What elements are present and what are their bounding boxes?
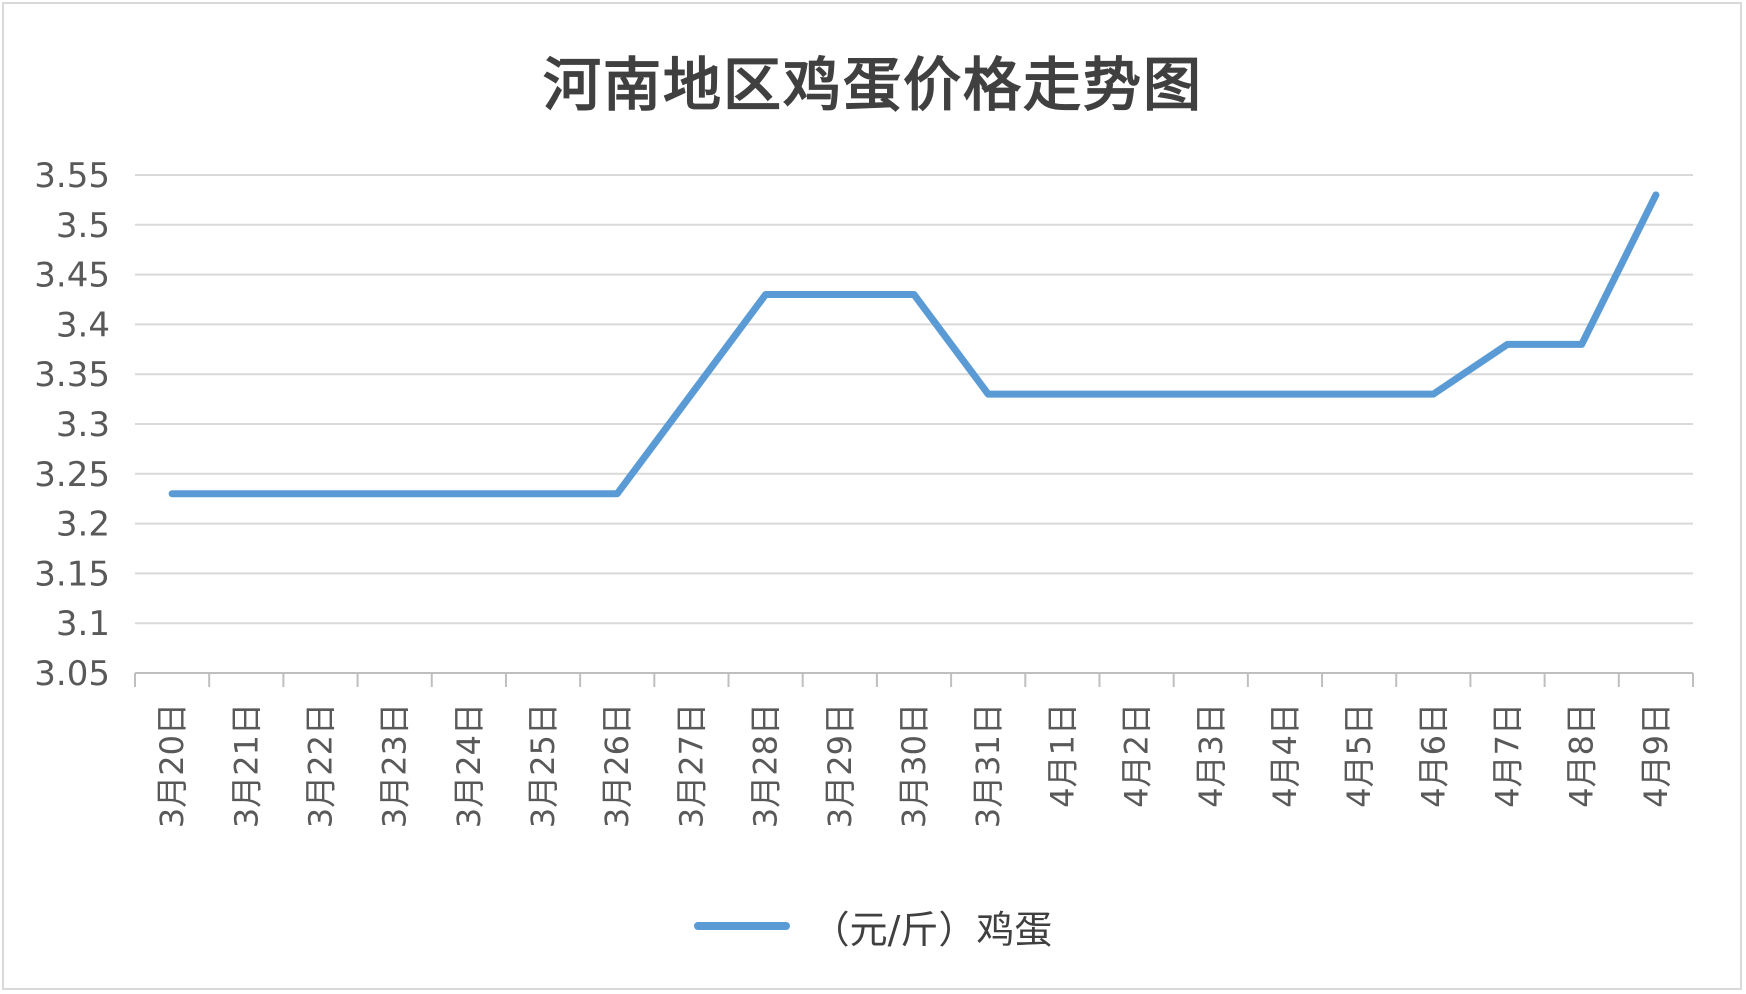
x-tick-label: 3月26日 [598, 703, 636, 828]
y-tick-label: 3.05 [34, 654, 110, 694]
gridlines [135, 174, 1693, 625]
legend-swatch [693, 922, 790, 930]
series-group [168, 191, 1660, 498]
y-tick-label: 3.45 [34, 256, 110, 296]
x-tick-label: 4月7日 [1489, 703, 1527, 808]
x-tick-label: 3月25日 [524, 703, 562, 828]
x-axis: 3月20日 3月21日 3月22日 3月23日 3月24日 3月25日 3月26日 3月27日… [134, 672, 1694, 828]
y-tick-label: 3.3 [56, 405, 110, 445]
y-tick-label: 3.15 [34, 554, 110, 594]
y-tick-label: 3.5 [56, 206, 110, 246]
y-tick-label: 3.2 [56, 505, 110, 545]
x-tick-label: 4月6日 [1414, 703, 1452, 808]
y-axis: 3.55 3.5 3.45 3.4 3.35 3.3 3.25 3.2 3.15 3.1 3.05 [34, 156, 110, 694]
x-tick-label: 3月22日 [301, 703, 339, 828]
x-tick-label: 4月4日 [1266, 703, 1304, 808]
x-tick-label: 3月24日 [450, 703, 488, 828]
x-tick-label: 3月30日 [895, 703, 933, 828]
x-tick-label: 3月27日 [672, 703, 710, 828]
y-tick-label: 3.25 [34, 455, 110, 495]
x-tick-label: 4月9日 [1637, 703, 1675, 808]
x-tick-label: 4月1日 [1043, 703, 1081, 808]
y-tick-label: 3.35 [34, 355, 110, 395]
x-tick-label: 3月21日 [227, 703, 265, 828]
y-tick-label: 3.4 [56, 305, 110, 345]
x-tick-label: 4月2日 [1118, 703, 1156, 808]
y-tick-label: 3.1 [56, 604, 110, 644]
chart-title: 河南地区鸡蛋价格走势图 [542, 51, 1203, 119]
x-tick-label: 3月28日 [747, 703, 785, 828]
series-line [168, 191, 1660, 498]
x-tick-label: 4月3日 [1192, 703, 1230, 808]
x-tick-label: 3月31日 [969, 703, 1007, 828]
x-tick-label: 4月8日 [1563, 703, 1601, 808]
y-tick-label: 3.55 [34, 156, 110, 196]
x-tick-label: 3月29日 [821, 703, 859, 828]
x-tick-label: 3月20日 [153, 703, 191, 828]
x-tick-label: 3月23日 [376, 703, 414, 828]
x-tick-label: 4月5日 [1340, 703, 1378, 808]
legend-label: （元/斤）鸡蛋 [811, 907, 1053, 952]
legend: （元/斤）鸡蛋 [0, 898, 1746, 954]
